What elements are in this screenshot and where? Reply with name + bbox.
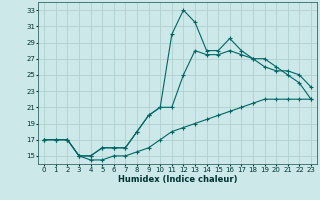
X-axis label: Humidex (Indice chaleur): Humidex (Indice chaleur) xyxy=(118,175,237,184)
